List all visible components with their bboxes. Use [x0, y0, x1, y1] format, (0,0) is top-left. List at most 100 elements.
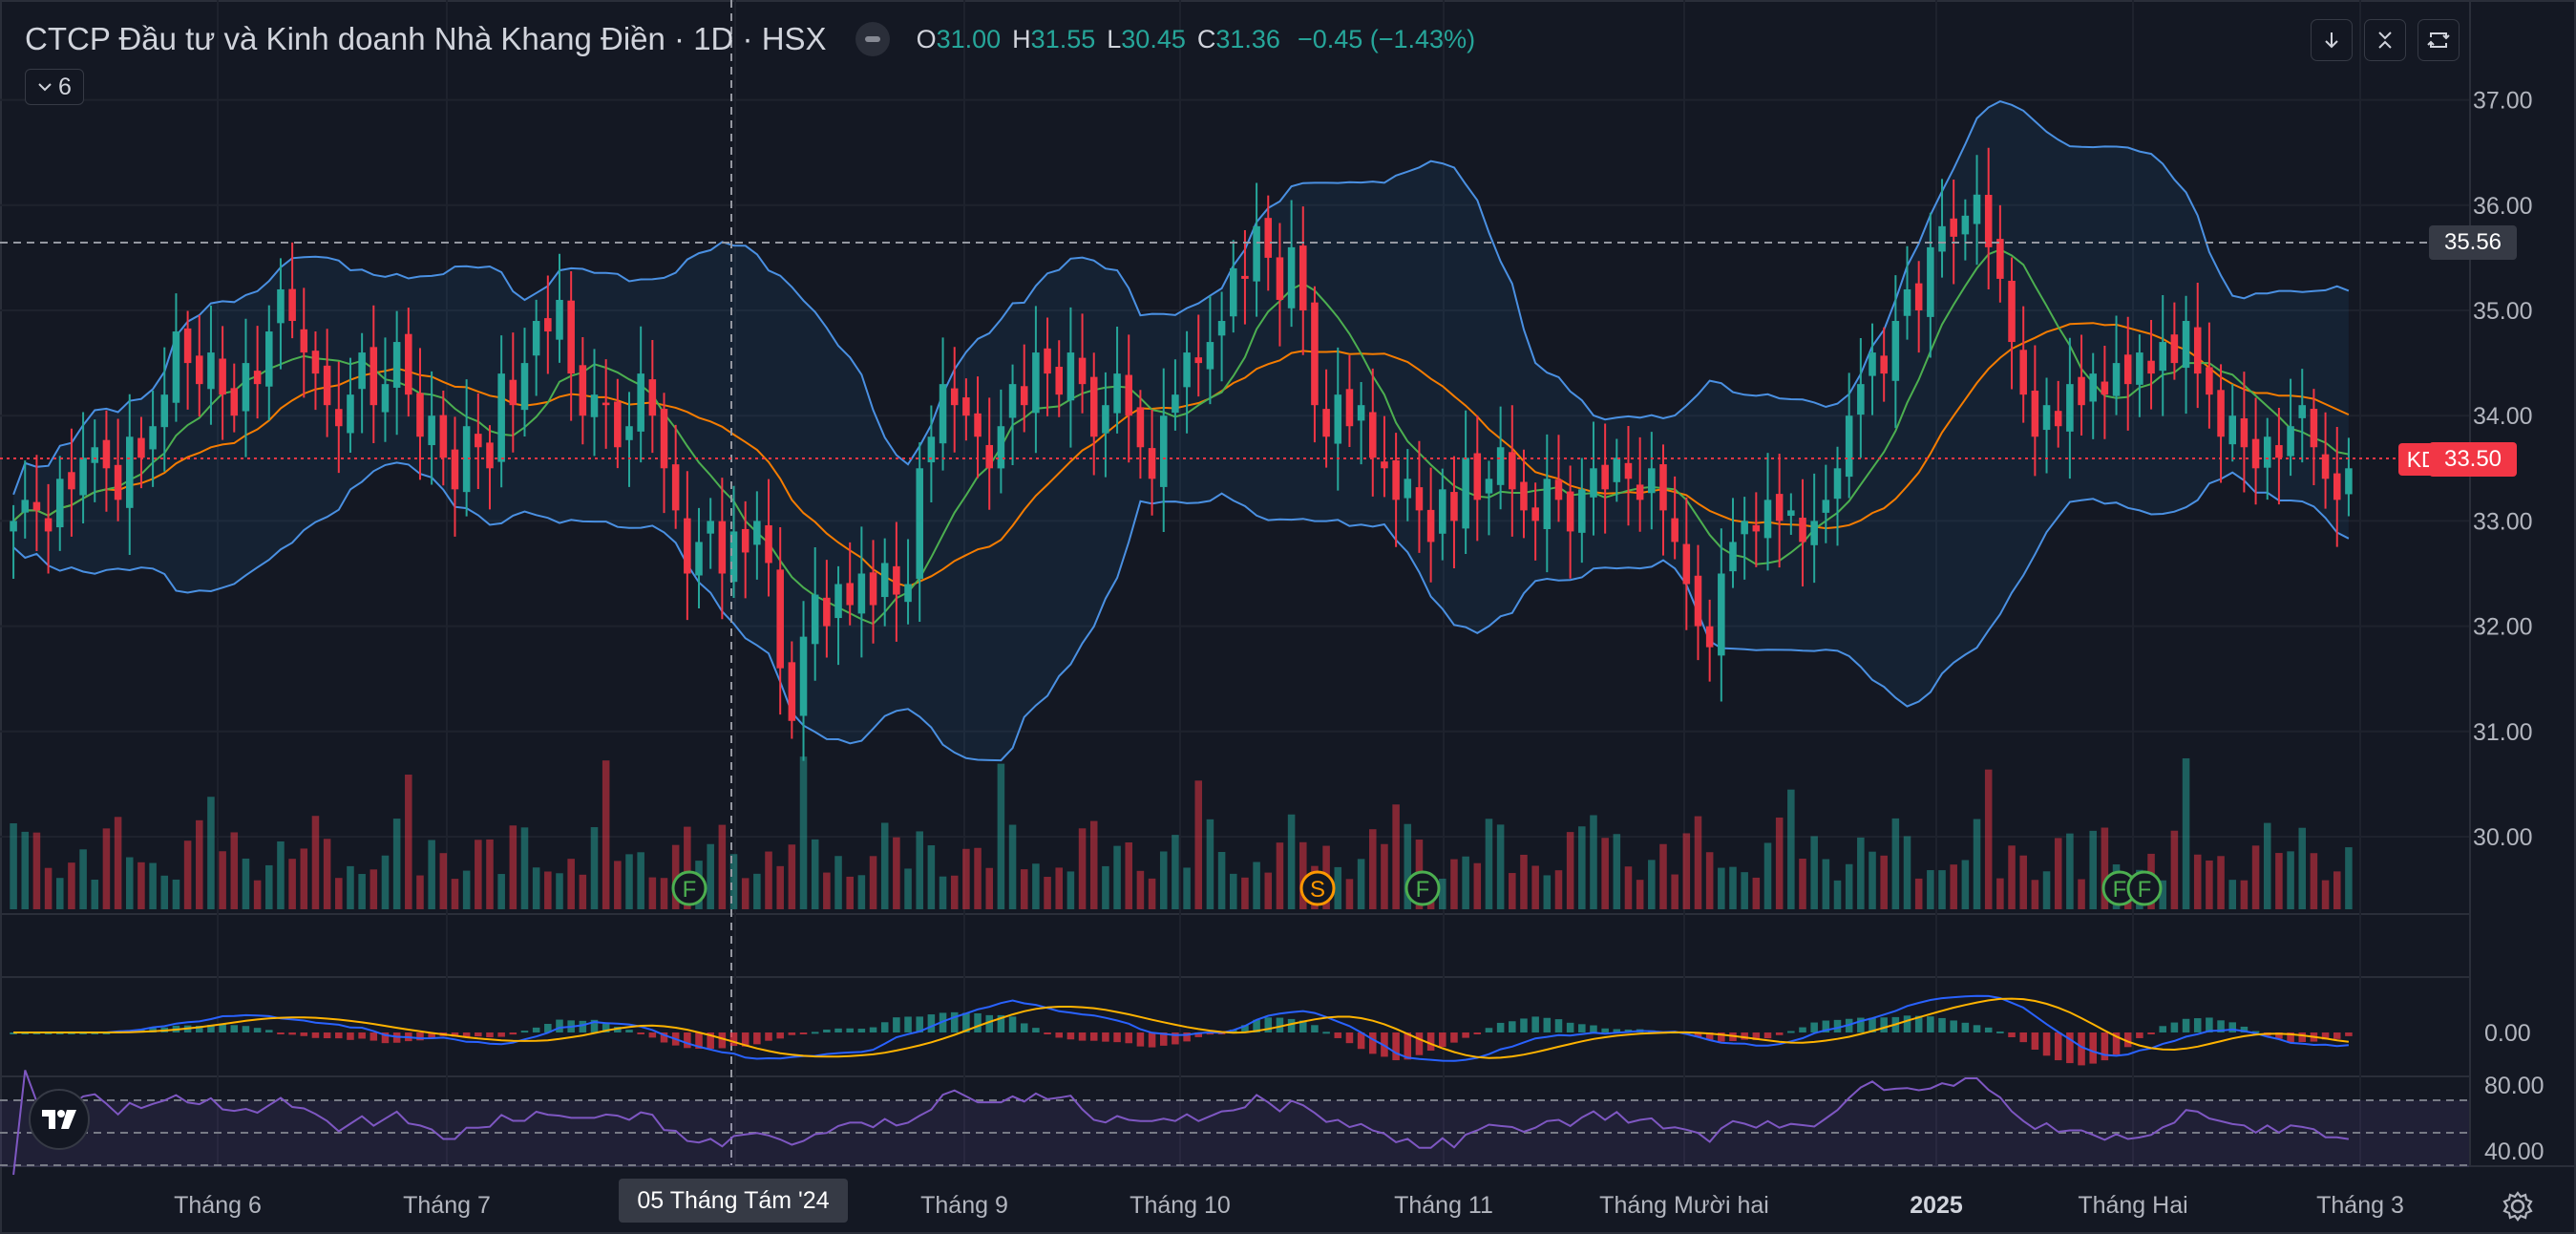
candle-body [1287, 246, 1296, 308]
macd-histogram-bar [1415, 1032, 1424, 1055]
candle-body [1578, 489, 1586, 533]
price-tick-label: 36.00 [2473, 193, 2533, 220]
event-marker[interactable] [1299, 870, 1336, 906]
candle-body [729, 531, 738, 583]
download-button[interactable] [2311, 19, 2353, 61]
volume-bar [753, 873, 761, 909]
macd-histogram-bar [1020, 1023, 1028, 1032]
time-axis-label: Tháng Hai [2078, 1192, 2187, 1219]
macd-histogram-bar [857, 1029, 866, 1032]
tradingview-logo[interactable] [29, 1089, 90, 1150]
macd-histogram-bar [1752, 1032, 1761, 1040]
volume-bar [950, 875, 959, 909]
volume-bar [2008, 845, 2016, 909]
volume-bar [1509, 873, 1516, 909]
volume-bar [323, 839, 331, 909]
macd-histogram-bar [2042, 1032, 2051, 1056]
event-marker[interactable] [2126, 870, 2163, 906]
candle-body [985, 444, 993, 469]
candle-body [962, 397, 970, 416]
candle-body [207, 352, 215, 390]
event-marker[interactable] [1404, 870, 1441, 906]
candle-body [2078, 376, 2085, 406]
macd-histogram-bar [1578, 1024, 1586, 1032]
candle-body [1066, 352, 1075, 401]
candle-body [1531, 507, 1539, 521]
macd-histogram-bar [893, 1017, 900, 1032]
candle-body [707, 521, 714, 534]
candle-body [1590, 468, 1597, 498]
event-marker[interactable] [671, 870, 707, 906]
candle-body [532, 321, 540, 356]
candle-body [695, 542, 703, 576]
volume-bar [648, 877, 657, 909]
macd-histogram-bar [880, 1022, 889, 1032]
candle-body [91, 447, 99, 463]
candle-body [428, 415, 435, 446]
candle-body [1253, 225, 1260, 282]
volume-bar [1032, 863, 1040, 909]
macd-histogram-bar [1276, 1017, 1284, 1032]
macd-histogram-bar [1775, 1032, 1784, 1035]
volume-bar [21, 831, 30, 909]
volume-bar [811, 839, 819, 909]
close-label: C [1196, 24, 1216, 53]
candle-body [1729, 542, 1737, 572]
volume-bar [2101, 827, 2109, 909]
candle-body [300, 329, 308, 353]
candle-body [1891, 321, 1900, 381]
macd-histogram-bar [1172, 1032, 1179, 1045]
volume-bar [1439, 878, 1446, 909]
candle-body [1345, 389, 1354, 427]
candle-body [1787, 510, 1795, 517]
volume-bar [1891, 818, 1900, 909]
candle-body [2298, 405, 2307, 418]
macd-histogram-bar [1032, 1028, 1040, 1032]
macd-histogram-bar [2321, 1032, 2330, 1040]
candle-body [1485, 479, 1493, 494]
macd-histogram-bar [1903, 1015, 1911, 1032]
candle-body [2170, 334, 2179, 364]
candle-body [1775, 494, 1784, 521]
candle-body [1833, 468, 1842, 500]
candle-body [904, 584, 912, 603]
macd-histogram-bar [311, 1032, 320, 1038]
volume-bar [1961, 860, 1970, 909]
candle-body [1984, 195, 1993, 247]
candle-body [1509, 452, 1516, 490]
volume-bar [1020, 869, 1028, 909]
fullscreen-button[interactable] [2418, 19, 2460, 61]
indicators-toggle-button[interactable]: 6 [25, 69, 84, 105]
volume-bar [1299, 841, 1307, 909]
volume-bar [2333, 871, 2341, 909]
volume-bar [1996, 878, 2004, 909]
settings-gear-icon[interactable] [2502, 1190, 2534, 1223]
volume-bar [335, 878, 343, 909]
volume-bar [230, 832, 239, 909]
macd-histogram-bar [1996, 1031, 2004, 1033]
symbol-title[interactable]: CTCP Đầu tư và Kinh doanh Nhà Khang Điền… [25, 21, 827, 56]
macd-histogram-bar [1264, 1017, 1273, 1032]
volume-bar [904, 868, 912, 909]
volume-bar [916, 831, 923, 909]
volume-bar [2298, 827, 2307, 909]
macd-histogram-bar [207, 1025, 215, 1032]
macd-histogram-bar [1311, 1025, 1319, 1032]
collapse-button[interactable] [2364, 19, 2406, 61]
candle-body [335, 409, 343, 427]
minimize-legend-icon[interactable] [855, 22, 890, 56]
volume-bar [1613, 834, 1621, 909]
candle-body [637, 373, 644, 432]
macd-histogram-bar [1159, 1032, 1168, 1046]
volume-bar [637, 852, 644, 909]
macd-histogram-bar [927, 1014, 936, 1032]
candle-body [44, 518, 53, 532]
candle-body [1299, 245, 1307, 310]
volume-bar [1810, 836, 1818, 909]
candle-body [277, 288, 285, 324]
price-tick-label: 34.00 [2473, 403, 2533, 430]
candle-body [196, 355, 203, 385]
macd-histogram-bar [1392, 1032, 1400, 1061]
volume-bar [1241, 877, 1249, 909]
